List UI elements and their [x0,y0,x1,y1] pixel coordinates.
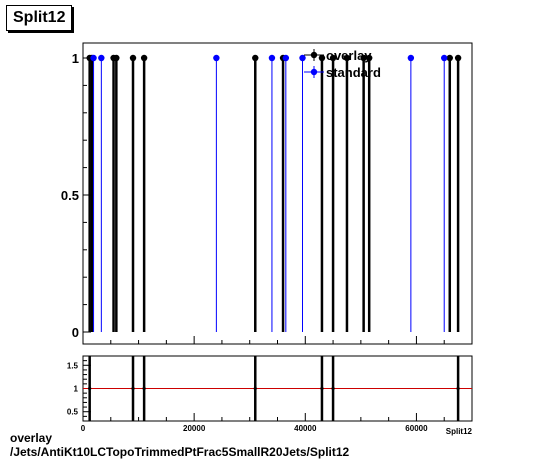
overlay-point [454,54,462,62]
standard-point [90,54,97,62]
legend-label-overlay: overlay [326,48,372,63]
standard-point [282,54,290,62]
ratio-point [456,386,460,391]
overlay-point [318,54,326,62]
ratio-point [131,386,135,391]
standard-point [441,54,448,62]
overlay-point [140,54,148,62]
standard-point [299,54,306,62]
ratio-point [142,386,146,391]
overlay-point [329,54,337,62]
ratio-point [331,386,335,391]
standard-point [407,54,415,62]
ratio-plot-panel: 0.5 1 1.5 0 20000 40000 60000 Split12 [67,355,473,436]
overlay-point [129,54,137,62]
y-tick-label-ratio: 1.5 [67,361,79,370]
legend-marker-standard [310,68,318,76]
legend-marker-overlay [310,51,318,59]
standard-point [213,54,220,62]
x-tick-label-ratio: 60000 [405,424,428,433]
y-tick-label-main: 0.5 [61,188,79,203]
ratio-point [253,386,257,391]
x-tick-label-ratio: 0 [81,424,86,433]
y-tick-label-ratio: 1 [74,385,79,394]
overlay-point [365,54,373,62]
overlay-point [252,54,259,62]
ratio-point [88,386,92,391]
footer-path: /Jets/AntiKt10LCTopoTrimmedPtFrac5SmallR… [10,445,350,459]
overlay-point [446,54,453,62]
legend: overlay standard [304,48,381,80]
y-tick-label-main: 1 [72,51,79,66]
ratio-point [320,386,324,391]
overlay-point [360,54,367,62]
standard-point [268,54,276,62]
legend-label-standard: standard [326,65,381,80]
main-plot-panel: 00.51 [61,42,473,345]
y-tick-label-main: 0 [72,325,79,340]
x-axis-label: Split12 [446,427,473,436]
x-tick-label-ratio: 20000 [183,424,206,433]
footer-label: overlay [10,431,53,445]
overlay-point [343,54,351,62]
chart-title: Split12 [6,5,73,31]
standard-point [98,54,105,62]
main-frame [82,42,473,345]
x-tick-label-ratio: 40000 [294,424,317,433]
y-tick-label-ratio: 0.5 [67,408,79,417]
overlay-point [113,54,120,62]
